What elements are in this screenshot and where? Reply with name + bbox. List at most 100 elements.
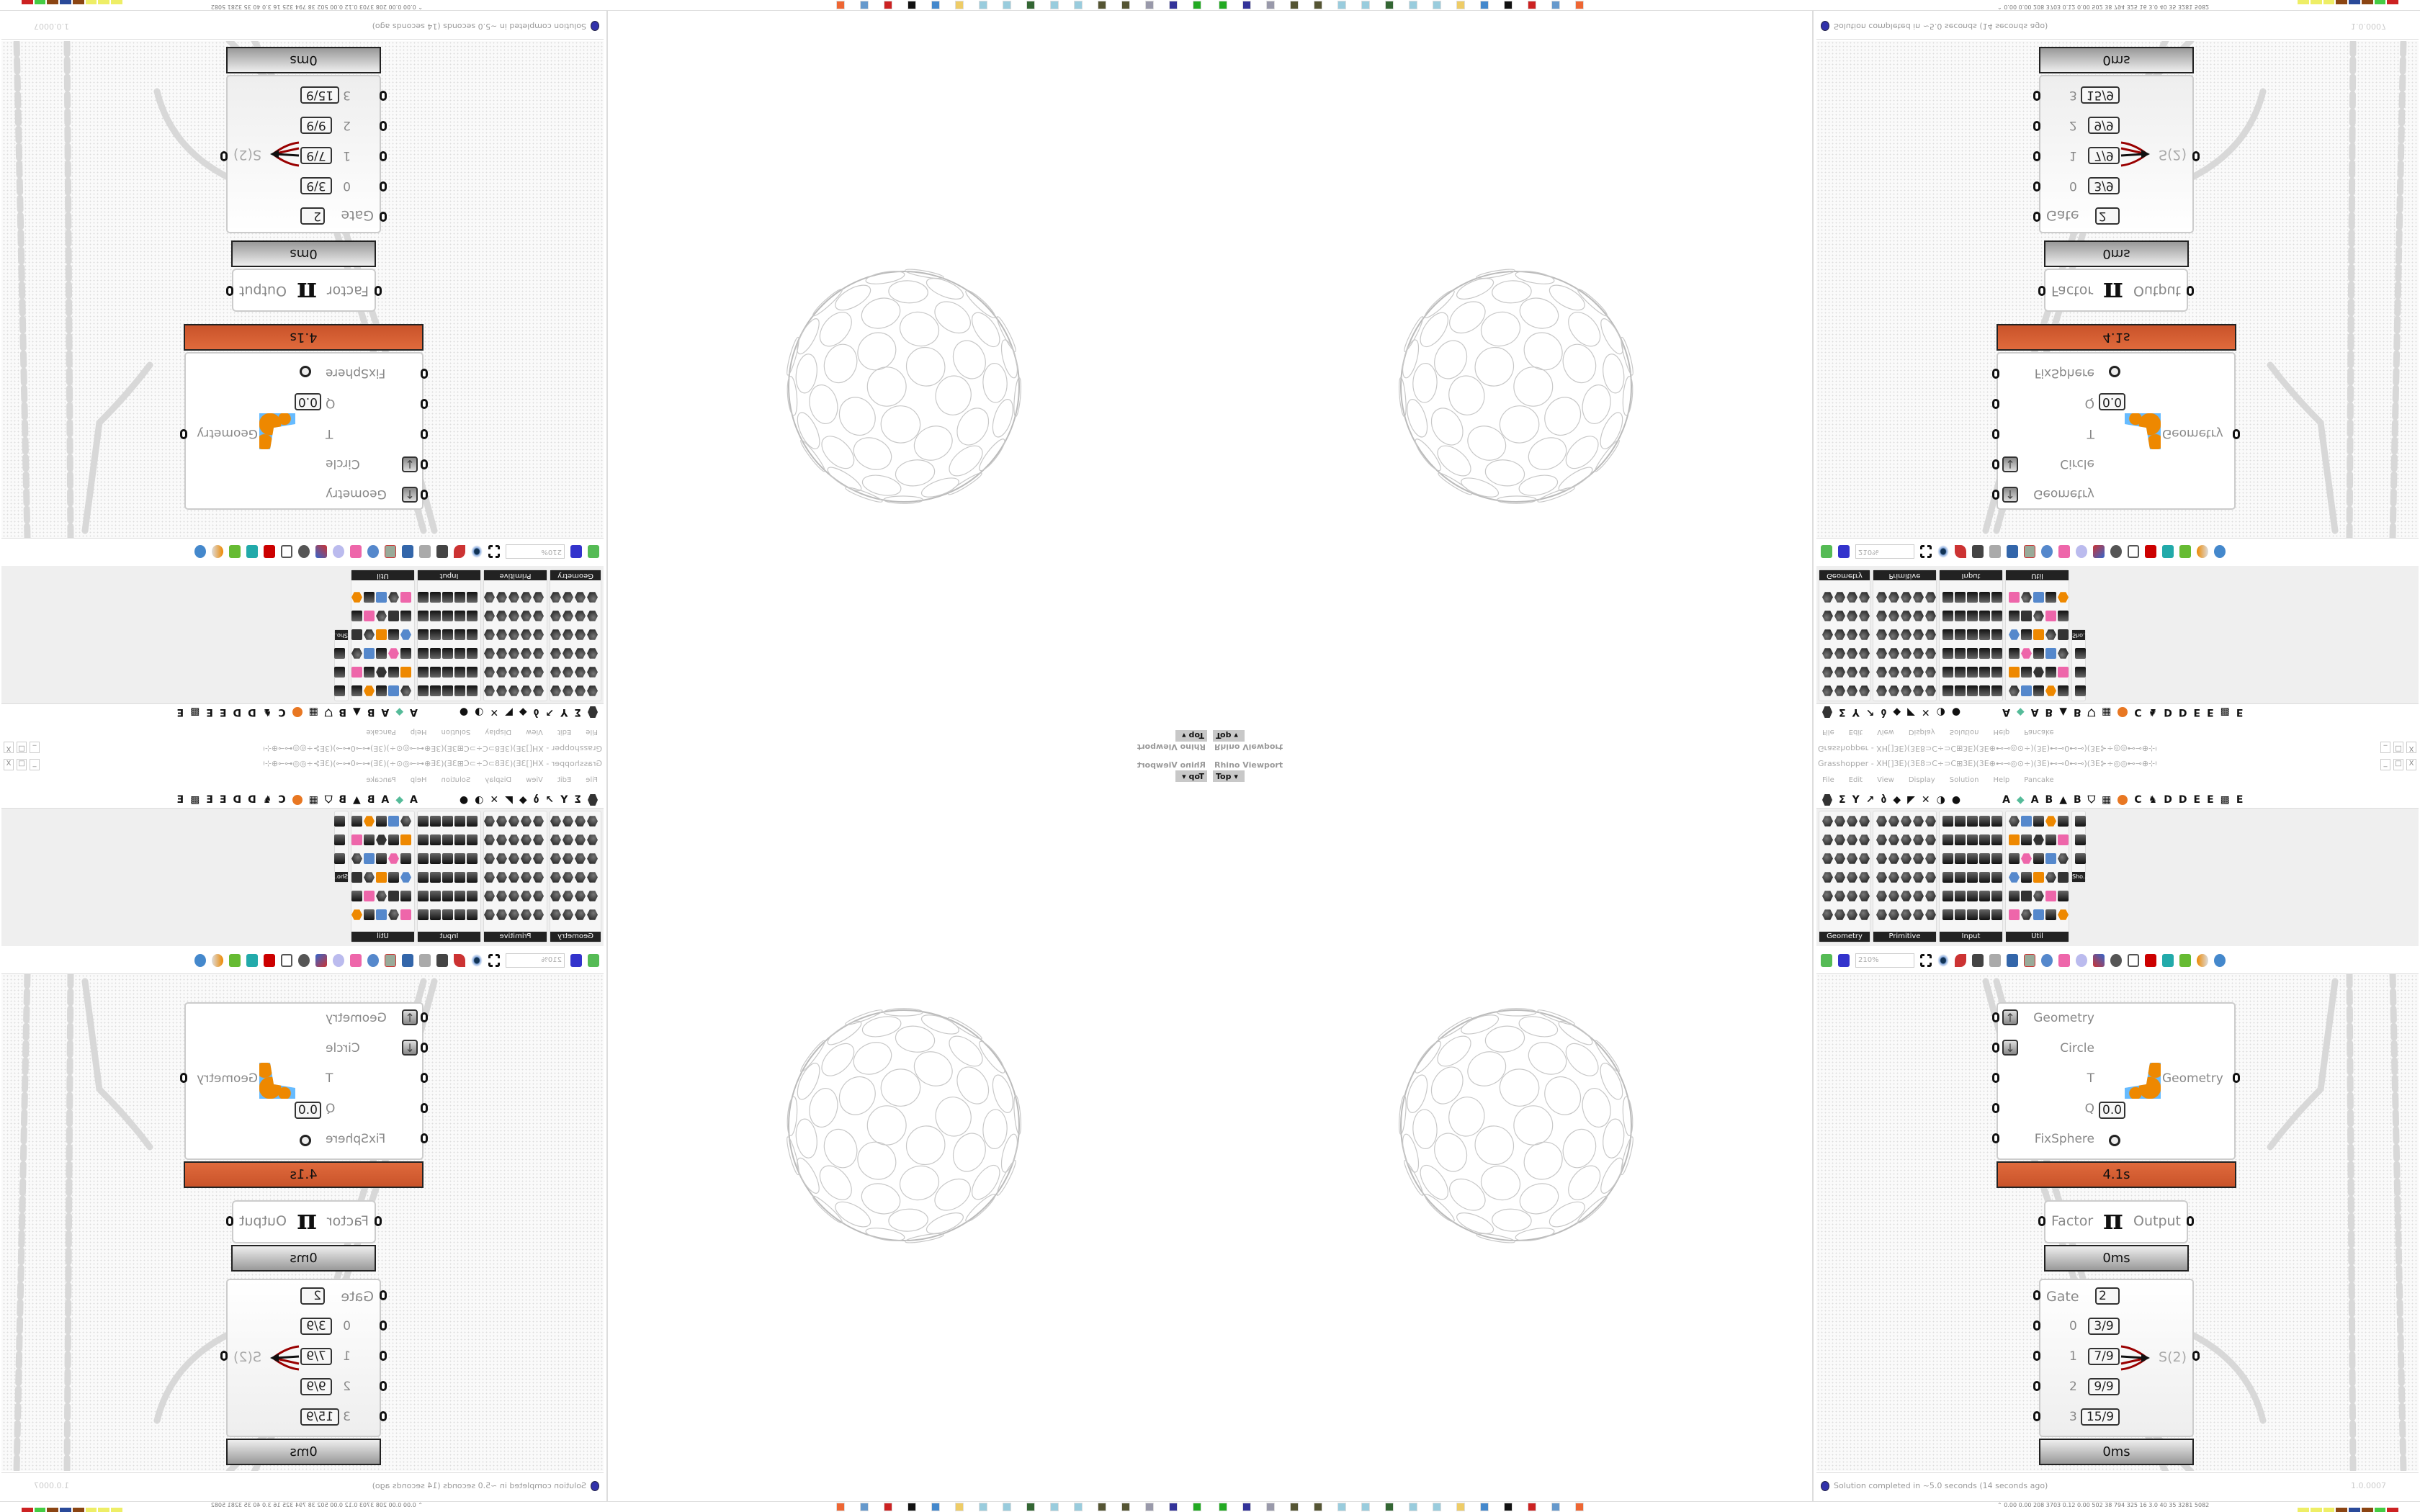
- component-icon[interactable]: [521, 667, 532, 678]
- zoom-input[interactable]: 210%: [1855, 953, 1914, 968]
- component-icon[interactable]: [1859, 834, 1870, 845]
- tab-vector[interactable]: ↗: [1865, 794, 1875, 806]
- component-icon[interactable]: [2045, 909, 2056, 920]
- component-icon[interactable]: [1888, 592, 1899, 603]
- component-icon[interactable]: [1876, 853, 1887, 864]
- input-grip[interactable]: [421, 1043, 428, 1053]
- tab-orange-circle[interactable]: [2118, 795, 2128, 805]
- component-icon[interactable]: [400, 891, 411, 901]
- component-icon[interactable]: [400, 685, 411, 696]
- tab-bird[interactable]: ♞: [262, 794, 272, 806]
- component-icon[interactable]: [351, 648, 362, 659]
- panel-label[interactable]: Primitive: [484, 932, 547, 942]
- component-icon[interactable]: [388, 685, 399, 696]
- component-icon[interactable]: [364, 592, 375, 603]
- green-icon[interactable]: [2179, 954, 2191, 967]
- component-icon[interactable]: [1991, 611, 2002, 621]
- pi-component[interactable]: Factor π Output: [226, 1200, 382, 1243]
- component-icon[interactable]: [1901, 685, 1912, 696]
- tab-pattern[interactable]: ▩: [2220, 794, 2230, 806]
- menu-display[interactable]: Display: [485, 776, 512, 784]
- component-icon[interactable]: [351, 891, 362, 901]
- view-dropdown[interactable]: Top ▾: [1175, 730, 1207, 742]
- grasshopper-canvas[interactable]: ↑ ↓ Geometry Circle T Q FixSphere 0.0 Ge…: [1816, 41, 2419, 539]
- component-icon[interactable]: [2009, 592, 2020, 603]
- tab-a[interactable]: A: [2002, 794, 2010, 806]
- panel-label[interactable]: Input: [418, 932, 480, 942]
- arrow-up-icon[interactable]: ↑: [2002, 487, 2018, 503]
- component-icon[interactable]: [587, 816, 598, 827]
- component-icon[interactable]: [334, 853, 345, 864]
- component-icon[interactable]: [1991, 816, 2002, 827]
- component-icon[interactable]: [1847, 611, 1857, 621]
- input-value[interactable]: 7/9: [300, 147, 332, 164]
- component-icon[interactable]: [1955, 667, 1966, 678]
- tab-e[interactable]: E: [219, 794, 227, 806]
- image-icon[interactable]: [385, 954, 396, 967]
- component-icon[interactable]: [1942, 592, 1953, 603]
- taskbar-app-icon[interactable]: [1074, 1503, 1083, 1511]
- menu-pancake[interactable]: Pancake: [2024, 728, 2054, 736]
- wires-icon[interactable]: [2093, 954, 2105, 967]
- sketch-icon[interactable]: [454, 954, 465, 967]
- panel-label[interactable]: Input: [418, 570, 480, 580]
- search-icon[interactable]: [2041, 954, 2053, 967]
- component-icon[interactable]: [388, 891, 399, 901]
- component-icon[interactable]: [388, 592, 399, 603]
- panel-label[interactable]: Util: [351, 570, 414, 580]
- input-grip[interactable]: [1992, 369, 1999, 379]
- component-icon[interactable]: [1925, 667, 1936, 678]
- component-icon[interactable]: [533, 667, 544, 678]
- component-icon[interactable]: [1847, 853, 1857, 864]
- component-icon[interactable]: [587, 685, 598, 696]
- image-icon[interactable]: [2024, 954, 2035, 967]
- tab-b[interactable]: B: [367, 794, 375, 806]
- component-icon[interactable]: [1967, 853, 1978, 864]
- component-icon[interactable]: [430, 891, 441, 901]
- taskbar-app-icon[interactable]: [1456, 1, 1465, 9]
- component-icon[interactable]: [508, 667, 519, 678]
- component-icon[interactable]: [1888, 853, 1899, 864]
- tab-vector[interactable]: ↗: [545, 794, 555, 806]
- input-value[interactable]: 15/9: [2081, 86, 2120, 104]
- component-icon[interactable]: [2033, 853, 2044, 864]
- component-icon[interactable]: [454, 853, 465, 864]
- taskbar-app-icon[interactable]: [1528, 1503, 1536, 1511]
- component-icon[interactable]: [2045, 611, 2056, 621]
- tab-mesh[interactable]: ◤: [1907, 794, 1915, 806]
- component-icon[interactable]: [1991, 909, 2002, 920]
- component-icon[interactable]: [563, 816, 573, 827]
- panel-label[interactable]: Primitive: [1873, 932, 1936, 942]
- q-value[interactable]: 0.0: [294, 393, 321, 410]
- component-icon[interactable]: [1967, 592, 1978, 603]
- stream-gate-component[interactable]: Gate 0 1 2 3 2 3/9 7/9 9/9 15/9 S(2): [2033, 1279, 2200, 1437]
- component-icon[interactable]: [1876, 872, 1887, 883]
- component-icon[interactable]: [1913, 685, 1924, 696]
- component-icon[interactable]: [1834, 685, 1845, 696]
- component-icon[interactable]: [2058, 834, 2069, 845]
- tab-params[interactable]: [588, 794, 598, 806]
- panel-label[interactable]: Util: [351, 932, 414, 942]
- component-icon[interactable]: [1859, 909, 1870, 920]
- taskbar-app-icon[interactable]: [1193, 1, 1201, 9]
- component-icon[interactable]: [2033, 611, 2044, 621]
- component-icon[interactable]: [2021, 909, 2032, 920]
- component-icon[interactable]: [575, 685, 586, 696]
- tab-a2[interactable]: A: [2030, 706, 2039, 718]
- input-value[interactable]: 7/9: [2088, 1348, 2120, 1365]
- component-icon[interactable]: [1955, 816, 1966, 827]
- preview-icon[interactable]: [2110, 545, 2122, 558]
- component-icon[interactable]: [508, 685, 519, 696]
- arrow-down-icon[interactable]: ↓: [402, 456, 418, 472]
- component-icon[interactable]: [1876, 891, 1887, 901]
- taskbar-app-icon[interactable]: [1528, 1, 1536, 9]
- component-icon[interactable]: [484, 648, 495, 659]
- search-icon[interactable]: [2041, 545, 2053, 558]
- tab-b[interactable]: B: [2045, 794, 2053, 806]
- component-icon[interactable]: [1876, 592, 1887, 603]
- component-icon[interactable]: [467, 611, 478, 621]
- zoom-extents-icon[interactable]: [488, 954, 500, 967]
- stream-gate-component[interactable]: Gate 0 1 2 3 2 3/9 7/9 9/9 15/9 S(2): [220, 75, 387, 233]
- sphere-icon[interactable]: [2214, 545, 2226, 558]
- teal-icon[interactable]: [2162, 954, 2174, 967]
